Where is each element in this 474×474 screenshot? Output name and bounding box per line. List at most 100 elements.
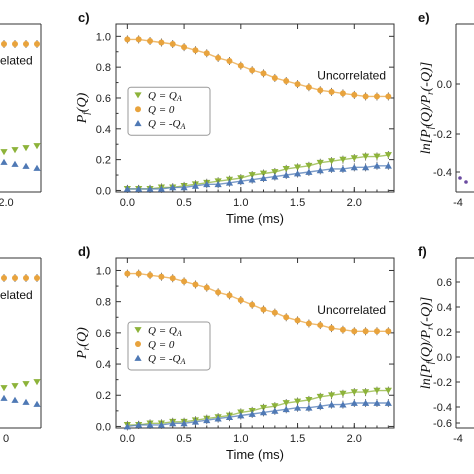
data-point [237, 62, 244, 69]
y-axis-label: Pr(Q) [75, 327, 91, 360]
data-point [305, 84, 312, 91]
data-point [373, 399, 381, 406]
data-point [1, 275, 7, 281]
y-tick-label: 0.0 [96, 421, 111, 433]
left-top-panel: 2.0 related [0, 23, 42, 209]
y-tick-label: 0.0 [437, 352, 452, 364]
data-point [215, 289, 222, 296]
data-point [305, 162, 313, 170]
data-point [362, 153, 370, 160]
y-tick-label: 0.2 [437, 327, 452, 339]
y-tick-label: 0.0 [96, 185, 111, 197]
data-point [33, 143, 41, 150]
data-point [260, 70, 267, 77]
data-point [293, 164, 302, 171]
data-point [169, 184, 177, 191]
y-axis-label: ln[Pf(Q)/Pr(-Q)] [419, 62, 435, 154]
data-point [327, 165, 336, 172]
data-point [158, 273, 165, 280]
data-point [23, 41, 29, 47]
data-point [350, 164, 358, 171]
data-point [350, 155, 358, 162]
x-axis-label: Time (ms) [226, 211, 284, 226]
data-point [249, 67, 256, 74]
data-point [384, 162, 392, 169]
data-point [203, 284, 210, 291]
data-point [294, 317, 301, 324]
data-point [282, 400, 290, 407]
y-tick-label: 0.2 [96, 155, 111, 167]
data-point [203, 416, 211, 424]
data-point [339, 156, 347, 163]
data-point [22, 162, 30, 169]
panel-f: f) 0.6 0.4 0.2 0.0 -0.2 -0.4 -0.6-4 ln[Pf(Q)/Pr(… [418, 244, 474, 445]
y-axis-label: Pf(Q) [75, 92, 91, 124]
data-point [146, 421, 154, 428]
data-point [135, 185, 143, 192]
data-point [215, 54, 222, 61]
data-point [271, 407, 279, 414]
panel-c: 0.0 0.2 0.4 0.6 0.8 1.0 0.0 0.5 1.0 1.5 2.0 Time (m… [75, 10, 395, 226]
x-tick-label: 0.5 [176, 197, 191, 209]
data-point [339, 390, 347, 397]
data-point [214, 181, 222, 188]
data-point [157, 421, 165, 428]
data-point [11, 383, 19, 390]
y-axis-label: ln[Pf(Q)/Pr(-Q)] [419, 297, 435, 389]
data-point [293, 398, 302, 405]
data-point [123, 423, 131, 430]
data-point [373, 387, 381, 394]
y-tick-label: 0.2 [96, 390, 111, 402]
data-point [283, 78, 290, 85]
x-tick-label: 1.5 [290, 197, 305, 209]
x-tick-label: 0.5 [176, 433, 191, 445]
data-point [362, 328, 369, 335]
data-point [259, 174, 268, 182]
data-point [0, 385, 8, 392]
x-tick-label: 1.5 [290, 433, 305, 445]
data-point [317, 322, 324, 329]
data-point [11, 147, 19, 154]
data-point [23, 275, 29, 281]
left-bottom-panel: 0 related [0, 257, 42, 445]
data-point [22, 381, 30, 388]
data-point [328, 88, 335, 95]
y-tick-label: 0.4 [437, 302, 452, 314]
x-tick-label: 2.0 [0, 197, 14, 209]
data-point [0, 158, 8, 165]
data-point [146, 185, 154, 192]
data-point [248, 410, 256, 417]
data-point [249, 301, 256, 308]
x-axis-label: Time (ms) [226, 447, 284, 462]
data-point [362, 389, 370, 396]
data-point [147, 37, 154, 44]
y-tick-label: 0.4 [96, 359, 111, 371]
data-point [1, 41, 7, 47]
legend-box [127, 321, 211, 371]
data-point [362, 399, 370, 406]
data-point [12, 275, 18, 281]
data-point [191, 418, 200, 425]
data-point [362, 93, 369, 100]
data-point [147, 272, 154, 279]
data-point [305, 168, 313, 175]
x-tick-label: -4 [453, 197, 463, 209]
data-point [135, 421, 143, 428]
data-point [237, 177, 245, 185]
data-point [135, 36, 142, 43]
data-point [226, 292, 233, 299]
legend-box [127, 86, 211, 136]
data-point [169, 420, 177, 427]
legend-marker [135, 340, 141, 347]
data-point [362, 164, 370, 171]
data-point [283, 314, 290, 321]
legend-marker [134, 119, 142, 127]
data-point [350, 389, 358, 396]
legend-label: Q = QA [148, 325, 182, 338]
data-point [192, 281, 199, 288]
data-point [237, 412, 245, 419]
data-point [203, 50, 210, 57]
data-point [373, 153, 381, 160]
data-point [203, 181, 211, 188]
data-point [384, 399, 392, 406]
